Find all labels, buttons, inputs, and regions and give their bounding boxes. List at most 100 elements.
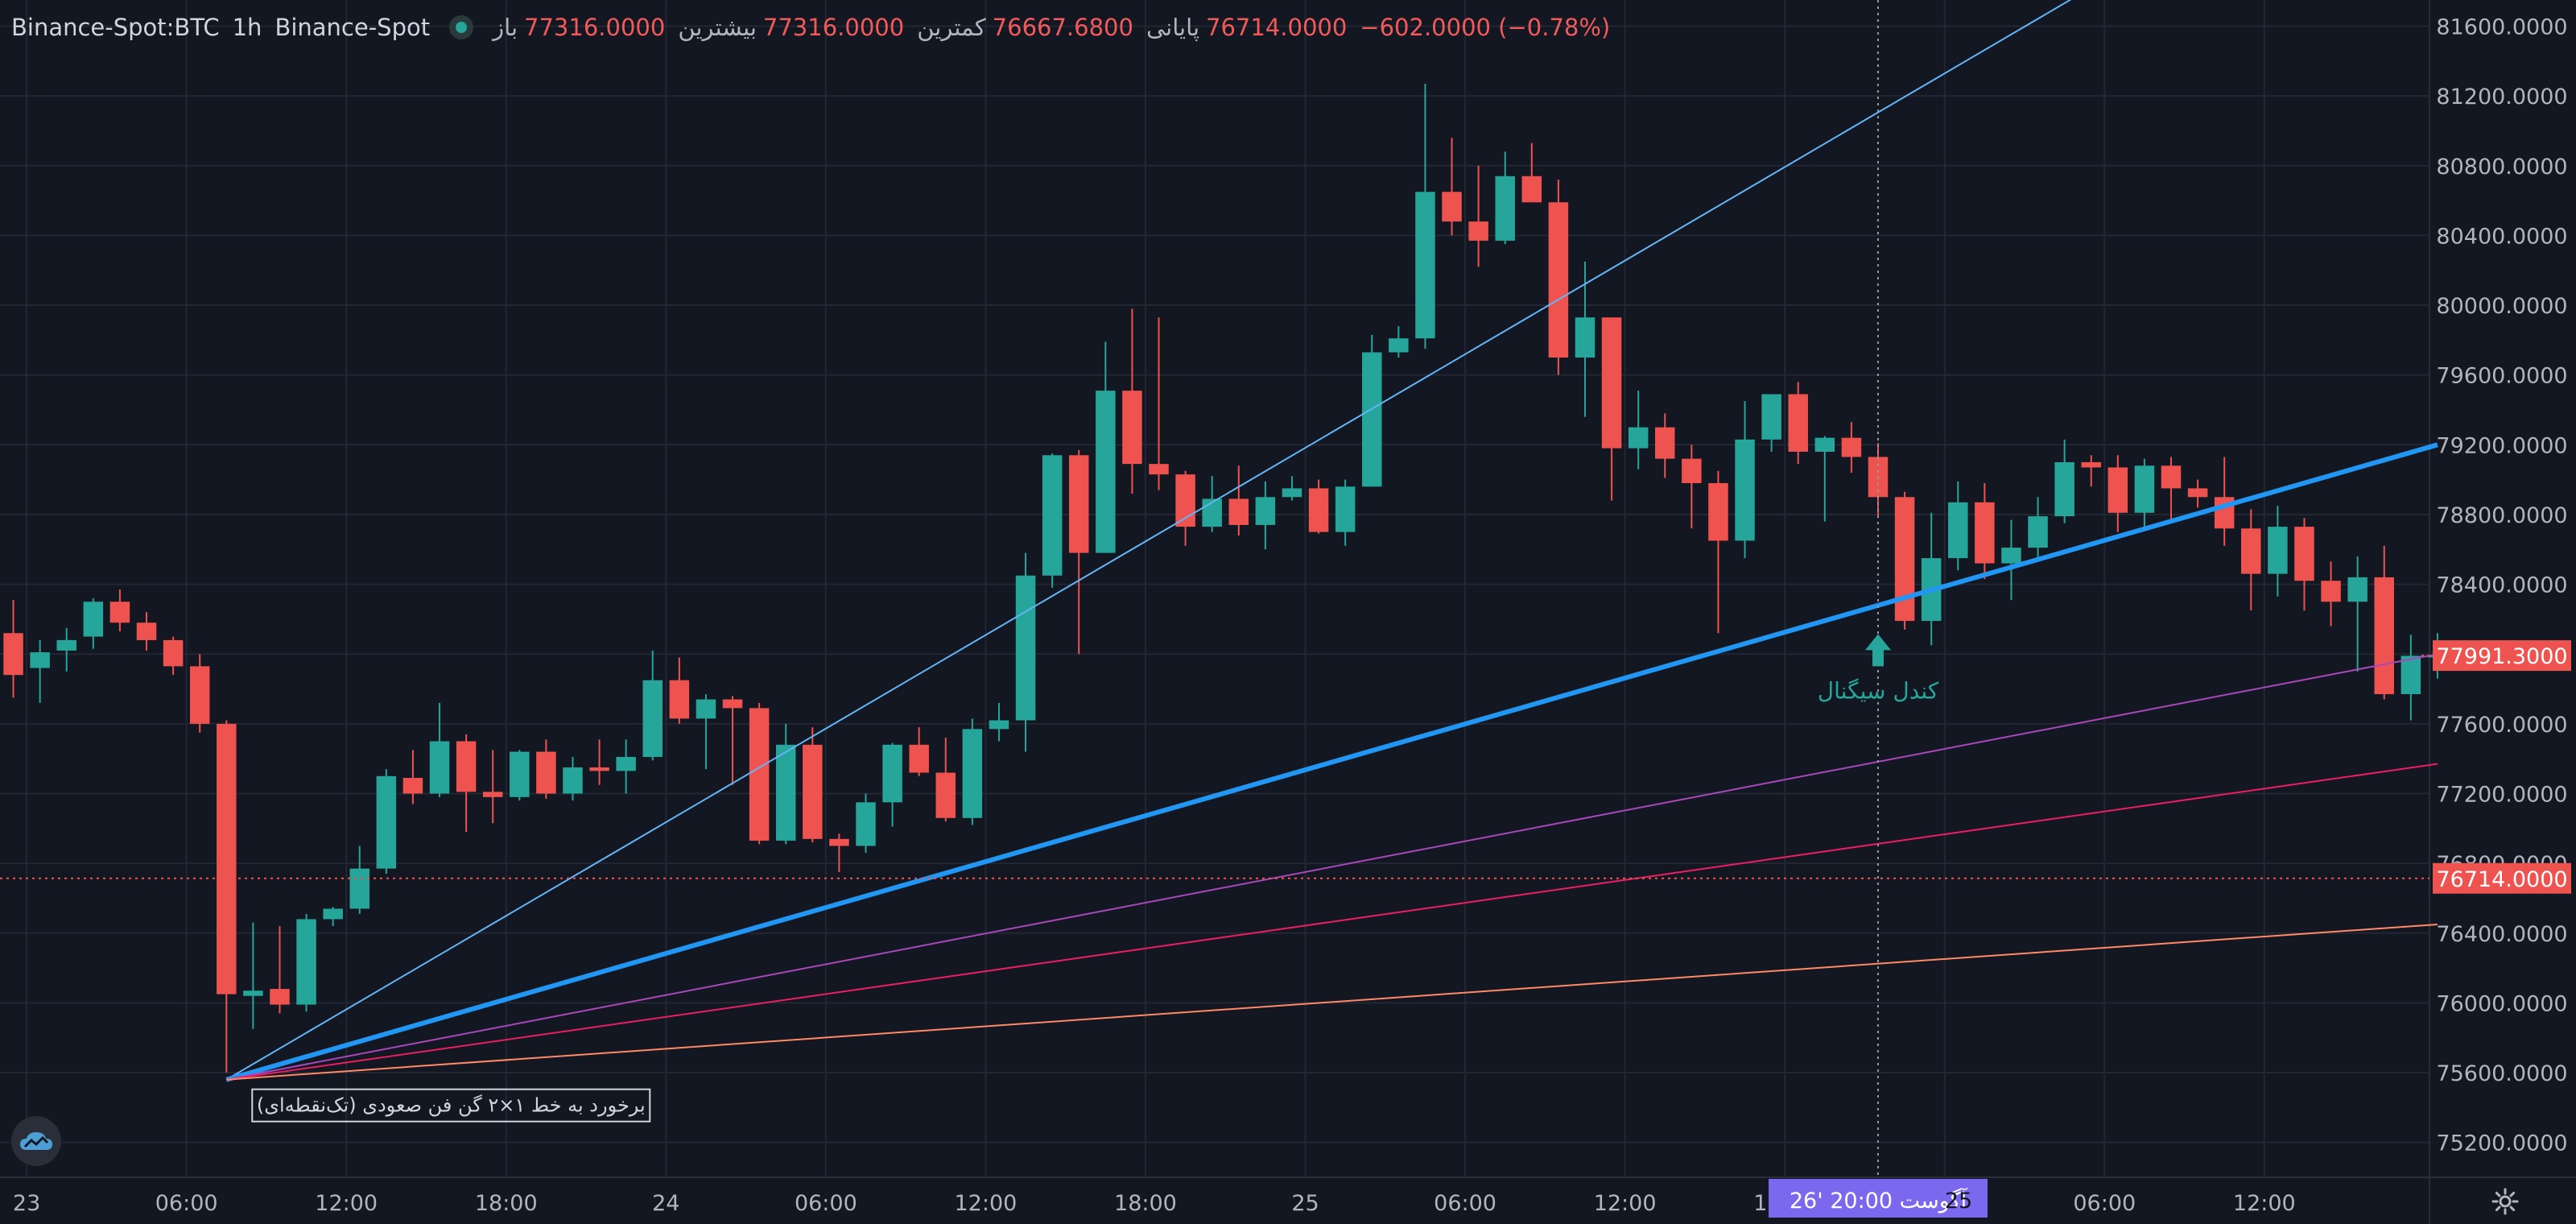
candle[interactable]: [1655, 413, 1675, 478]
candle[interactable]: [1575, 261, 1596, 417]
candle[interactable]: [1761, 394, 1781, 452]
gann-fan-line[interactable]: [225, 0, 2145, 1081]
candle[interactable]: [2214, 457, 2235, 546]
candle[interactable]: [2347, 556, 2368, 672]
candle[interactable]: [1202, 476, 1222, 532]
candle[interactable]: [56, 627, 76, 672]
candle[interactable]: [616, 739, 636, 794]
candle[interactable]: [962, 718, 983, 825]
gann-fan-line[interactable]: [226, 763, 2438, 1081]
candle[interactable]: [217, 720, 237, 1073]
candle[interactable]: [1096, 341, 1116, 553]
candle[interactable]: [83, 598, 104, 649]
candle[interactable]: [376, 769, 397, 875]
candle[interactable]: [2321, 561, 2341, 626]
candle[interactable]: [1228, 465, 1249, 536]
candle[interactable]: [1149, 317, 1169, 490]
candle[interactable]: [2081, 455, 2101, 487]
candle[interactable]: [563, 757, 583, 801]
gann-fan-line[interactable]: [225, 442, 2438, 1082]
candle[interactable]: [1948, 481, 1968, 571]
candle[interactable]: [536, 739, 556, 799]
gear-icon[interactable]: [2489, 1185, 2521, 1218]
candle[interactable]: [109, 589, 130, 632]
candle[interactable]: [1735, 401, 1755, 559]
candle[interactable]: [2187, 479, 2208, 508]
candle[interactable]: [1335, 479, 1356, 546]
candle[interactable]: [2001, 519, 2021, 601]
candle[interactable]: [829, 833, 849, 872]
candle[interactable]: [349, 846, 369, 914]
candle[interactable]: [30, 639, 50, 703]
candle[interactable]: [722, 696, 743, 785]
candle[interactable]: [1548, 180, 1569, 375]
tradingview-cloud-icon[interactable]: [11, 1116, 61, 1166]
gann-fan-line[interactable]: [226, 653, 2438, 1081]
candle[interactable]: [402, 750, 423, 804]
candle[interactable]: [589, 739, 609, 785]
candle[interactable]: [1814, 436, 1835, 522]
candle[interactable]: [136, 612, 157, 651]
candle[interactable]: [1042, 453, 1063, 588]
candle[interactable]: [1868, 443, 1889, 519]
symbol-name[interactable]: Binance-Spot:BTC: [11, 14, 220, 41]
candle[interactable]: [1282, 476, 1302, 501]
candle[interactable]: [2294, 518, 2314, 611]
candle[interactable]: [1389, 326, 1409, 358]
candle[interactable]: [482, 750, 503, 824]
candle[interactable]: [1921, 512, 1942, 646]
candle[interactable]: [1175, 470, 1195, 546]
candle[interactable]: [456, 734, 477, 833]
candle[interactable]: [1894, 491, 1915, 630]
candle[interactable]: [2028, 497, 2048, 559]
candle[interactable]: [1521, 143, 1542, 203]
candle[interactable]: [1255, 481, 1276, 550]
candle[interactable]: [1601, 317, 1622, 501]
candle[interactable]: [909, 727, 929, 776]
candle[interactable]: [270, 926, 290, 1014]
candle[interactable]: [2134, 458, 2155, 531]
candle[interactable]: [2374, 545, 2394, 700]
candle[interactable]: [803, 727, 823, 843]
candle[interactable]: [189, 654, 210, 733]
candle[interactable]: [1975, 482, 1995, 580]
candle[interactable]: [243, 922, 263, 1029]
candle[interactable]: [1628, 391, 1649, 469]
candle[interactable]: [669, 657, 690, 724]
candle[interactable]: [696, 694, 716, 770]
candle[interactable]: [935, 738, 956, 822]
candle[interactable]: [1122, 308, 1142, 494]
candle[interactable]: [1788, 382, 1808, 465]
candle[interactable]: [1308, 479, 1329, 534]
pivot-note-box[interactable]: [251, 1088, 651, 1123]
candle[interactable]: [1495, 151, 1515, 245]
candle[interactable]: [749, 702, 770, 845]
candle[interactable]: [2161, 457, 2182, 520]
candle[interactable]: [1682, 445, 1702, 529]
gann-fan-line[interactable]: [226, 923, 2438, 1081]
candle[interactable]: [2401, 635, 2421, 721]
candle[interactable]: [2268, 506, 2288, 597]
candle[interactable]: [1068, 449, 1089, 655]
candle[interactable]: [1415, 83, 1435, 349]
candle[interactable]: [856, 793, 876, 854]
candle[interactable]: [989, 702, 1009, 742]
candle[interactable]: [2054, 439, 2074, 523]
candle[interactable]: [3, 600, 23, 698]
candle[interactable]: [1468, 165, 1488, 267]
candle[interactable]: [1708, 470, 1728, 634]
candle[interactable]: [1442, 138, 1462, 236]
candle[interactable]: [323, 907, 343, 927]
interval-label[interactable]: 1h: [232, 14, 262, 41]
candle[interactable]: [2241, 509, 2261, 611]
candle[interactable]: [510, 750, 530, 801]
candle[interactable]: [1015, 552, 1036, 752]
candle[interactable]: [1841, 422, 1862, 473]
candle[interactable]: [163, 636, 184, 676]
candle[interactable]: [642, 650, 663, 761]
candle[interactable]: [429, 702, 450, 797]
candle[interactable]: [775, 723, 796, 845]
candle[interactable]: [882, 742, 902, 827]
